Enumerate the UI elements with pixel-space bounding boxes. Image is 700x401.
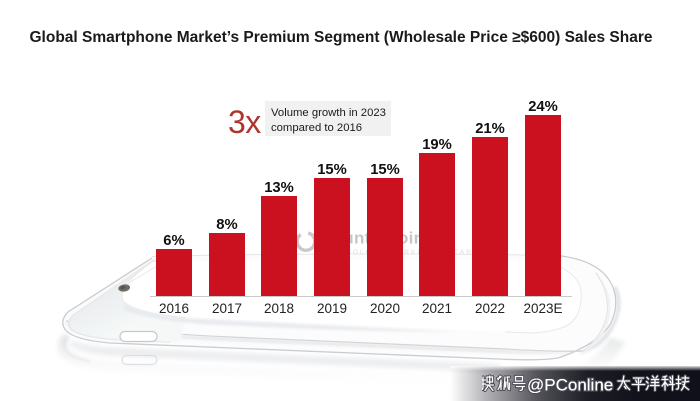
svg-text:@PConline: @PConline [527,376,613,395]
svg-text:@PConline: @PConline [527,376,613,395]
